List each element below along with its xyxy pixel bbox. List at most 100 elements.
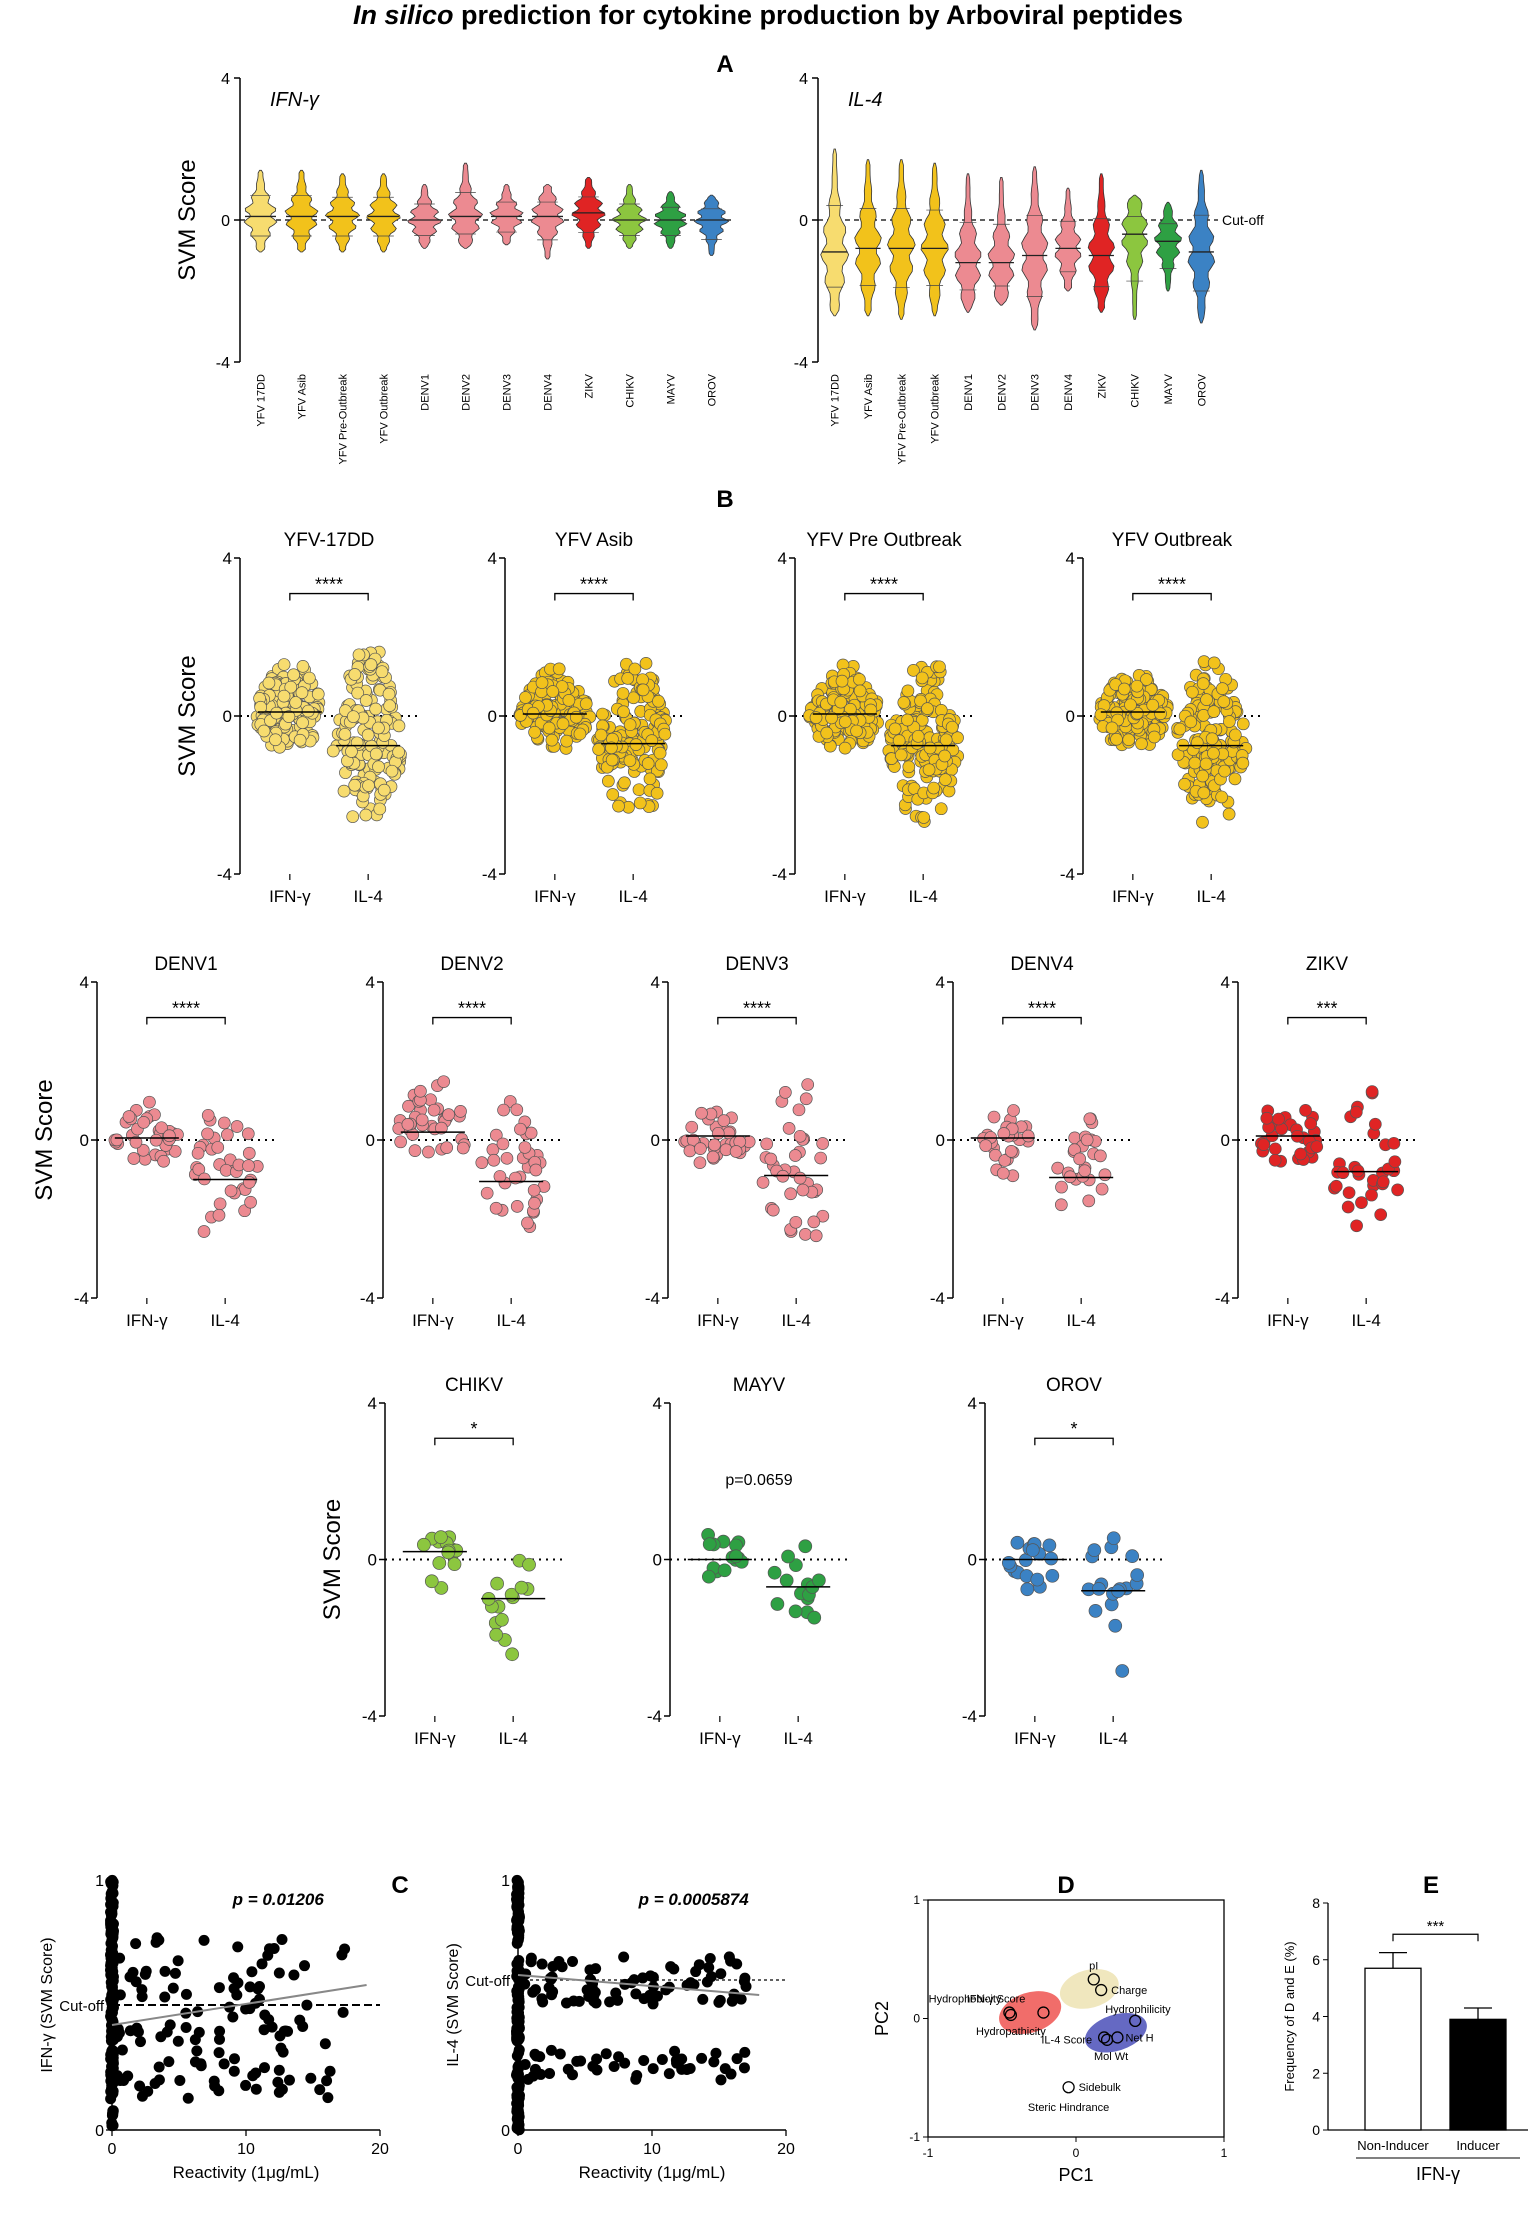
data-point	[275, 2042, 287, 2054]
x-tick-label: YFV Pre-Outbreak	[896, 374, 908, 465]
x-tick-label: -1	[923, 2146, 934, 2160]
panel-label-b: B	[716, 486, 733, 513]
data-point	[127, 1966, 139, 1978]
data-point	[228, 1982, 240, 1994]
x-tick-label: IFN-γ	[699, 1729, 741, 1748]
data-point	[545, 2044, 557, 2056]
y-tick-label: 4	[366, 973, 375, 992]
data-point	[211, 1141, 225, 1154]
data-point	[799, 1092, 813, 1106]
data-point	[513, 1910, 525, 1922]
data-point	[274, 2030, 286, 2042]
data-point	[287, 668, 300, 682]
data-point	[782, 1121, 796, 1135]
data-point	[812, 1573, 826, 1588]
data-point	[1207, 705, 1221, 719]
data-point	[495, 1612, 509, 1627]
x-tick-label: DENV1	[963, 374, 975, 411]
data-point	[359, 694, 373, 707]
data-point	[513, 2022, 525, 2034]
data-point	[105, 1949, 117, 1961]
bar	[1449, 2018, 1507, 2131]
data-point	[153, 2061, 165, 2073]
data-point	[296, 660, 310, 673]
data-point	[487, 1153, 501, 1167]
chart-title: YFV Pre Outbreak	[806, 530, 962, 551]
data-point	[1199, 757, 1213, 771]
data-point	[250, 2083, 262, 2095]
data-point	[513, 2001, 525, 2013]
pca-point	[1004, 2008, 1018, 2022]
data-point	[319, 2038, 331, 2050]
data-point	[996, 1166, 1010, 1180]
data-point	[361, 728, 375, 742]
data-point	[347, 710, 360, 724]
pca-label: Hydropathicity	[976, 2026, 1046, 2038]
data-point	[182, 2092, 194, 2104]
data-point	[645, 734, 659, 747]
y-tick-label: 0	[80, 1131, 89, 1150]
data-point	[447, 1557, 462, 1571]
trend-line	[111, 1984, 367, 2026]
data-point	[130, 1976, 142, 1988]
data-point	[1215, 790, 1229, 804]
data-point	[545, 733, 559, 747]
pca-label: Hydrophobicity	[929, 1994, 1002, 2006]
data-point	[1044, 1551, 1059, 1566]
sig-stars: ****	[1028, 999, 1056, 1019]
cluster-ifn	[999, 1991, 1062, 2035]
pca-point	[1095, 1983, 1108, 1997]
data-point	[114, 1952, 126, 1964]
x-tick-label: Inducer	[1456, 2138, 1500, 2153]
data-point	[511, 1937, 523, 1949]
data-point	[1055, 1180, 1068, 1194]
data-point	[1196, 815, 1209, 829]
violin	[407, 184, 442, 249]
violin	[693, 194, 730, 256]
data-point	[796, 1183, 810, 1197]
data-point	[591, 2053, 603, 2065]
data-point	[814, 1151, 828, 1165]
data-point	[1184, 715, 1198, 729]
x-tick-label: DENV3	[502, 374, 514, 411]
data-point	[107, 2057, 119, 2069]
x-tick-label: IL-4	[909, 887, 938, 906]
y-tick-label: 4	[936, 973, 945, 992]
data-point	[1236, 756, 1250, 770]
data-point	[643, 772, 657, 786]
y-tick-label: -4	[360, 1289, 375, 1308]
data-point	[715, 2074, 727, 2086]
pca-point	[1003, 2006, 1016, 2019]
data-point	[1010, 1535, 1025, 1550]
data-point	[604, 1996, 616, 2008]
data-point	[277, 689, 291, 703]
data-point	[1045, 1568, 1060, 1583]
x-tick-label: CHIKV	[625, 373, 637, 407]
data-point	[302, 671, 316, 685]
data-point	[107, 1880, 119, 1892]
data-point	[392, 745, 405, 759]
data-point	[352, 648, 366, 662]
bar	[1364, 1967, 1422, 2131]
data-point	[159, 1991, 171, 2003]
x-tick-label: MAYV	[666, 373, 678, 404]
data-point	[107, 2119, 119, 2131]
data-point	[167, 1982, 179, 1994]
x-tick-label: IFN-γ	[534, 887, 576, 906]
data-point	[136, 1143, 150, 1157]
chart-title: IFN-γ	[270, 89, 320, 111]
data-point	[208, 2075, 220, 2087]
data-point	[1105, 721, 1119, 735]
data-point	[1304, 1117, 1318, 1130]
data-point	[911, 729, 925, 743]
data-point	[168, 1144, 182, 1158]
y-tick-label: 2	[1312, 2065, 1320, 2081]
data-point	[221, 1128, 234, 1142]
data-point	[915, 671, 929, 685]
violin	[612, 184, 647, 249]
x-tick-label: IL-4	[211, 1311, 240, 1330]
x-tick-label: IFN-γ	[269, 887, 311, 906]
data-point	[739, 2046, 751, 2058]
data-point	[693, 1156, 707, 1170]
data-point	[198, 1934, 210, 1946]
